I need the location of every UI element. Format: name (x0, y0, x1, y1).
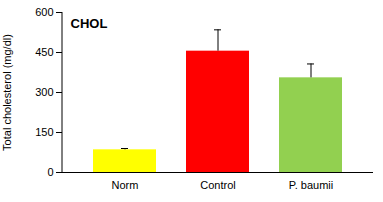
svg-text:600: 600 (35, 6, 53, 18)
svg-text:300: 300 (35, 86, 53, 98)
svg-text:Total cholesterol (mg/dl): Total cholesterol (mg/dl) (1, 34, 13, 151)
svg-text:450: 450 (35, 46, 53, 58)
svg-text:CHOL: CHOL (71, 16, 108, 31)
svg-text:Norm: Norm (112, 179, 139, 191)
svg-text:Control: Control (200, 179, 235, 191)
svg-text:0: 0 (47, 166, 53, 178)
svg-text:150: 150 (35, 126, 53, 138)
svg-text:P. baumii: P. baumii (289, 179, 333, 191)
